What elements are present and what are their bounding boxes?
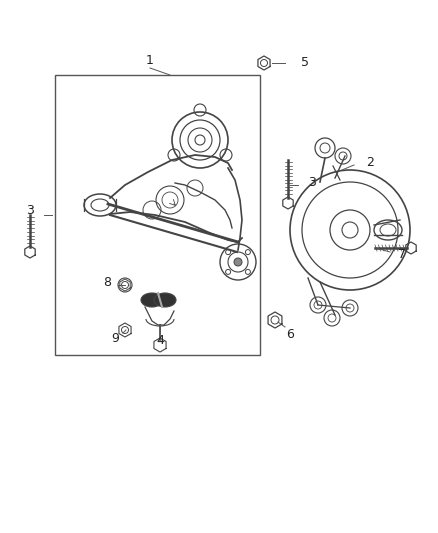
Text: 3: 3 [26, 204, 34, 216]
Bar [55, 75, 260, 355]
Text: 7: 7 [398, 248, 406, 262]
Text: 8: 8 [103, 277, 111, 289]
Text: 5: 5 [301, 55, 309, 69]
Ellipse shape [141, 293, 163, 307]
Circle shape [234, 258, 242, 266]
Text: 4: 4 [156, 334, 164, 346]
Text: 1: 1 [146, 53, 154, 67]
Text: 2: 2 [366, 156, 374, 168]
Ellipse shape [154, 293, 176, 307]
Text: 3: 3 [308, 175, 316, 189]
Text: 6: 6 [286, 328, 294, 342]
Text: 9: 9 [111, 332, 119, 344]
